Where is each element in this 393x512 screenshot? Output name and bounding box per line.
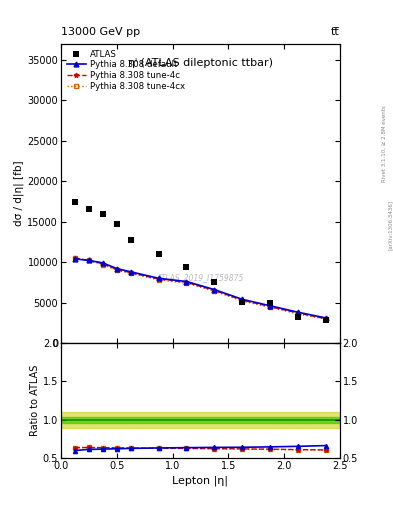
Pythia 8.308 tune-4c xyxy=(156,276,161,282)
Pythia 8.308 tune-4cx xyxy=(212,288,217,294)
Pythia 8.308 tune-4c xyxy=(114,266,119,272)
Pythia 8.308 default xyxy=(128,269,133,275)
Pythia 8.308 tune-4cx xyxy=(156,277,161,283)
Text: ATLAS_2019_I1759875: ATLAS_2019_I1759875 xyxy=(157,273,244,282)
ATLAS xyxy=(296,314,301,320)
ATLAS xyxy=(240,298,244,305)
ATLAS xyxy=(184,264,189,270)
Pythia 8.308 tune-4c xyxy=(101,261,105,267)
Pythia 8.308 tune-4cx xyxy=(73,255,77,261)
Pythia 8.308 tune-4cx xyxy=(324,316,329,322)
ATLAS xyxy=(268,301,273,307)
Pythia 8.308 tune-4cx xyxy=(296,311,301,317)
Pythia 8.308 default xyxy=(240,296,244,303)
Pythia 8.308 tune-4cx xyxy=(268,304,273,310)
Pythia 8.308 tune-4c xyxy=(184,279,189,285)
Pythia 8.308 default xyxy=(73,256,77,262)
Pythia 8.308 tune-4c xyxy=(73,255,77,261)
ATLAS xyxy=(212,279,217,285)
Pythia 8.308 default xyxy=(324,315,329,321)
Pythia 8.308 tune-4cx xyxy=(240,298,244,304)
Pythia 8.308 tune-4c xyxy=(296,310,301,316)
Pythia 8.308 default xyxy=(114,266,119,272)
ATLAS xyxy=(324,317,329,324)
Pythia 8.308 tune-4c xyxy=(212,287,217,293)
Legend: ATLAS, Pythia 8.308 default, Pythia 8.308 tune-4c, Pythia 8.308 tune-4cx: ATLAS, Pythia 8.308 default, Pythia 8.30… xyxy=(64,47,188,93)
Text: 13000 GeV pp: 13000 GeV pp xyxy=(61,27,140,37)
Pythia 8.308 tune-4cx xyxy=(101,262,105,268)
Pythia 8.308 default xyxy=(212,287,217,293)
Text: Rivet 3.1.10, ≥ 2.8M events: Rivet 3.1.10, ≥ 2.8M events xyxy=(382,105,387,182)
Pythia 8.308 tune-4cx xyxy=(128,270,133,276)
Pythia 8.308 tune-4cx xyxy=(86,258,91,264)
Y-axis label: Ratio to ATLAS: Ratio to ATLAS xyxy=(30,365,40,436)
Y-axis label: dσ / d|η| [fb]: dσ / d|η| [fb] xyxy=(14,160,24,226)
ATLAS xyxy=(73,199,77,205)
Pythia 8.308 default xyxy=(86,258,91,264)
ATLAS xyxy=(128,237,133,243)
ATLAS xyxy=(114,221,119,227)
Pythia 8.308 tune-4c xyxy=(268,304,273,310)
Text: [arXiv:1306.3436]: [arXiv:1306.3436] xyxy=(388,200,393,250)
Text: tt̅: tt̅ xyxy=(331,27,340,37)
Line: ATLAS: ATLAS xyxy=(72,199,329,324)
Pythia 8.308 tune-4c xyxy=(128,269,133,275)
Pythia 8.308 tune-4cx xyxy=(114,267,119,273)
X-axis label: Lepton |η|: Lepton |η| xyxy=(173,475,228,486)
Pythia 8.308 tune-4c xyxy=(240,297,244,303)
Bar xyxy=(61,412,340,428)
Line: Pythia 8.308 tune-4c: Pythia 8.308 tune-4c xyxy=(72,255,329,321)
ATLAS xyxy=(156,251,161,257)
Pythia 8.308 tune-4c xyxy=(86,258,91,264)
Pythia 8.308 tune-4c xyxy=(324,316,329,322)
Pythia 8.308 default xyxy=(296,309,301,315)
Line: Pythia 8.308 default: Pythia 8.308 default xyxy=(72,257,329,321)
Pythia 8.308 tune-4cx xyxy=(184,280,189,286)
Text: ηˡ (ATLAS dileptonic ttbar): ηˡ (ATLAS dileptonic ttbar) xyxy=(128,58,273,69)
Pythia 8.308 default xyxy=(101,260,105,266)
ATLAS xyxy=(101,210,105,217)
Pythia 8.308 default xyxy=(184,279,189,285)
Bar xyxy=(61,417,340,423)
Pythia 8.308 default xyxy=(268,303,273,309)
Line: Pythia 8.308 tune-4cx: Pythia 8.308 tune-4cx xyxy=(72,255,329,322)
Pythia 8.308 default xyxy=(156,275,161,282)
ATLAS xyxy=(86,206,91,212)
